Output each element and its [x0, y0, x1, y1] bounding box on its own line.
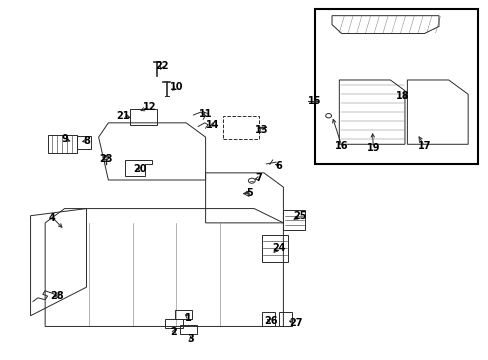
- Text: 12: 12: [142, 102, 156, 112]
- Bar: [261, 312, 275, 327]
- Bar: [222, 116, 259, 139]
- Bar: [283, 210, 305, 230]
- Text: 1: 1: [185, 312, 192, 323]
- Text: 28: 28: [50, 291, 64, 301]
- Text: 15: 15: [307, 96, 321, 107]
- Text: 20: 20: [133, 164, 146, 174]
- Text: 7: 7: [255, 173, 262, 183]
- Text: 10: 10: [169, 82, 183, 92]
- Bar: [314, 9, 477, 164]
- Text: 21: 21: [116, 111, 129, 121]
- Bar: [165, 319, 183, 328]
- Text: 22: 22: [155, 61, 168, 71]
- Text: 5: 5: [245, 188, 252, 198]
- Bar: [175, 310, 192, 319]
- Text: 2: 2: [170, 327, 177, 337]
- Text: 4: 4: [49, 212, 56, 222]
- Text: 14: 14: [206, 120, 219, 130]
- Bar: [261, 235, 287, 262]
- Text: 25: 25: [293, 211, 306, 221]
- Text: 19: 19: [366, 143, 379, 153]
- Text: 18: 18: [395, 91, 408, 101]
- Text: 24: 24: [271, 243, 285, 253]
- Bar: [130, 109, 157, 125]
- Bar: [180, 325, 197, 334]
- Text: 17: 17: [417, 141, 430, 151]
- Text: 27: 27: [288, 318, 302, 328]
- Text: 23: 23: [99, 154, 112, 163]
- Text: 8: 8: [83, 136, 90, 146]
- Text: 9: 9: [61, 134, 68, 144]
- Bar: [77, 136, 91, 149]
- Text: 13: 13: [254, 125, 268, 135]
- Text: 11: 11: [199, 109, 212, 119]
- Bar: [278, 312, 291, 327]
- Text: 6: 6: [275, 161, 282, 171]
- Text: 26: 26: [264, 316, 277, 326]
- Text: 16: 16: [334, 141, 348, 151]
- Bar: [47, 135, 77, 153]
- Text: 3: 3: [187, 334, 194, 344]
